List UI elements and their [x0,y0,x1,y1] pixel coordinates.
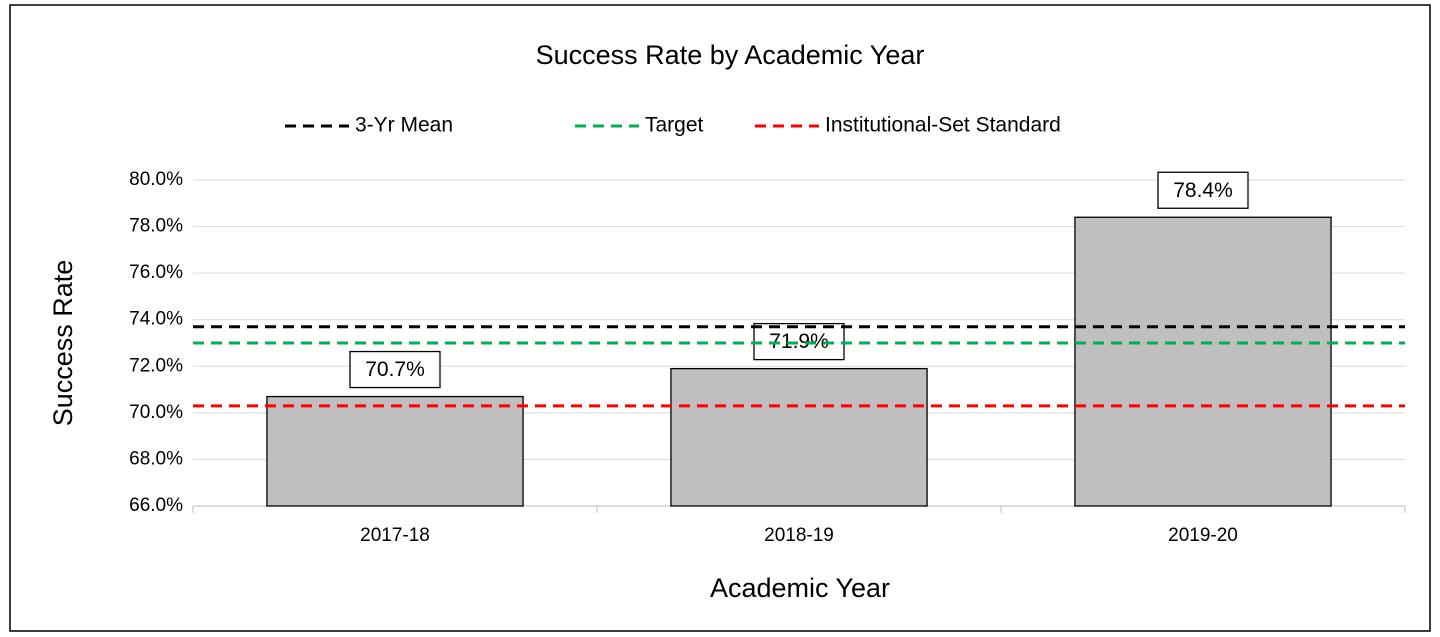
y-tick-label: 78.0% [129,216,183,237]
y-tick-label: 80.0% [129,169,183,190]
y-axis-title: Success Rate [48,260,78,427]
y-tick-label: 70.0% [129,402,183,423]
x-axis-title: Academic Year [710,573,890,603]
chart-title: Success Rate by Academic Year [536,40,925,70]
legend-label: Institutional-Set Standard [825,114,1061,137]
y-tick-label: 68.0% [129,448,183,469]
bar [1074,216,1332,507]
legend-label: Target [645,114,704,137]
data-label: 78.4% [1173,179,1233,202]
y-tick-label: 66.0% [129,495,183,516]
y-tick-label: 74.0% [129,309,183,330]
data-label-box [349,350,441,389]
y-tick-label: 72.0% [129,355,183,376]
x-tick-label: 2019-20 [1168,525,1238,546]
bar [266,395,524,507]
y-tick-label: 76.0% [129,262,183,283]
x-tick-label: 2018-19 [764,525,834,546]
data-label-box [1157,171,1249,209]
legend-label: 3-Yr Mean [355,114,453,137]
x-tick-label: 2017-18 [360,525,430,546]
data-label: 71.9% [769,330,829,353]
bar [670,367,928,507]
data-label: 70.7% [365,358,425,381]
